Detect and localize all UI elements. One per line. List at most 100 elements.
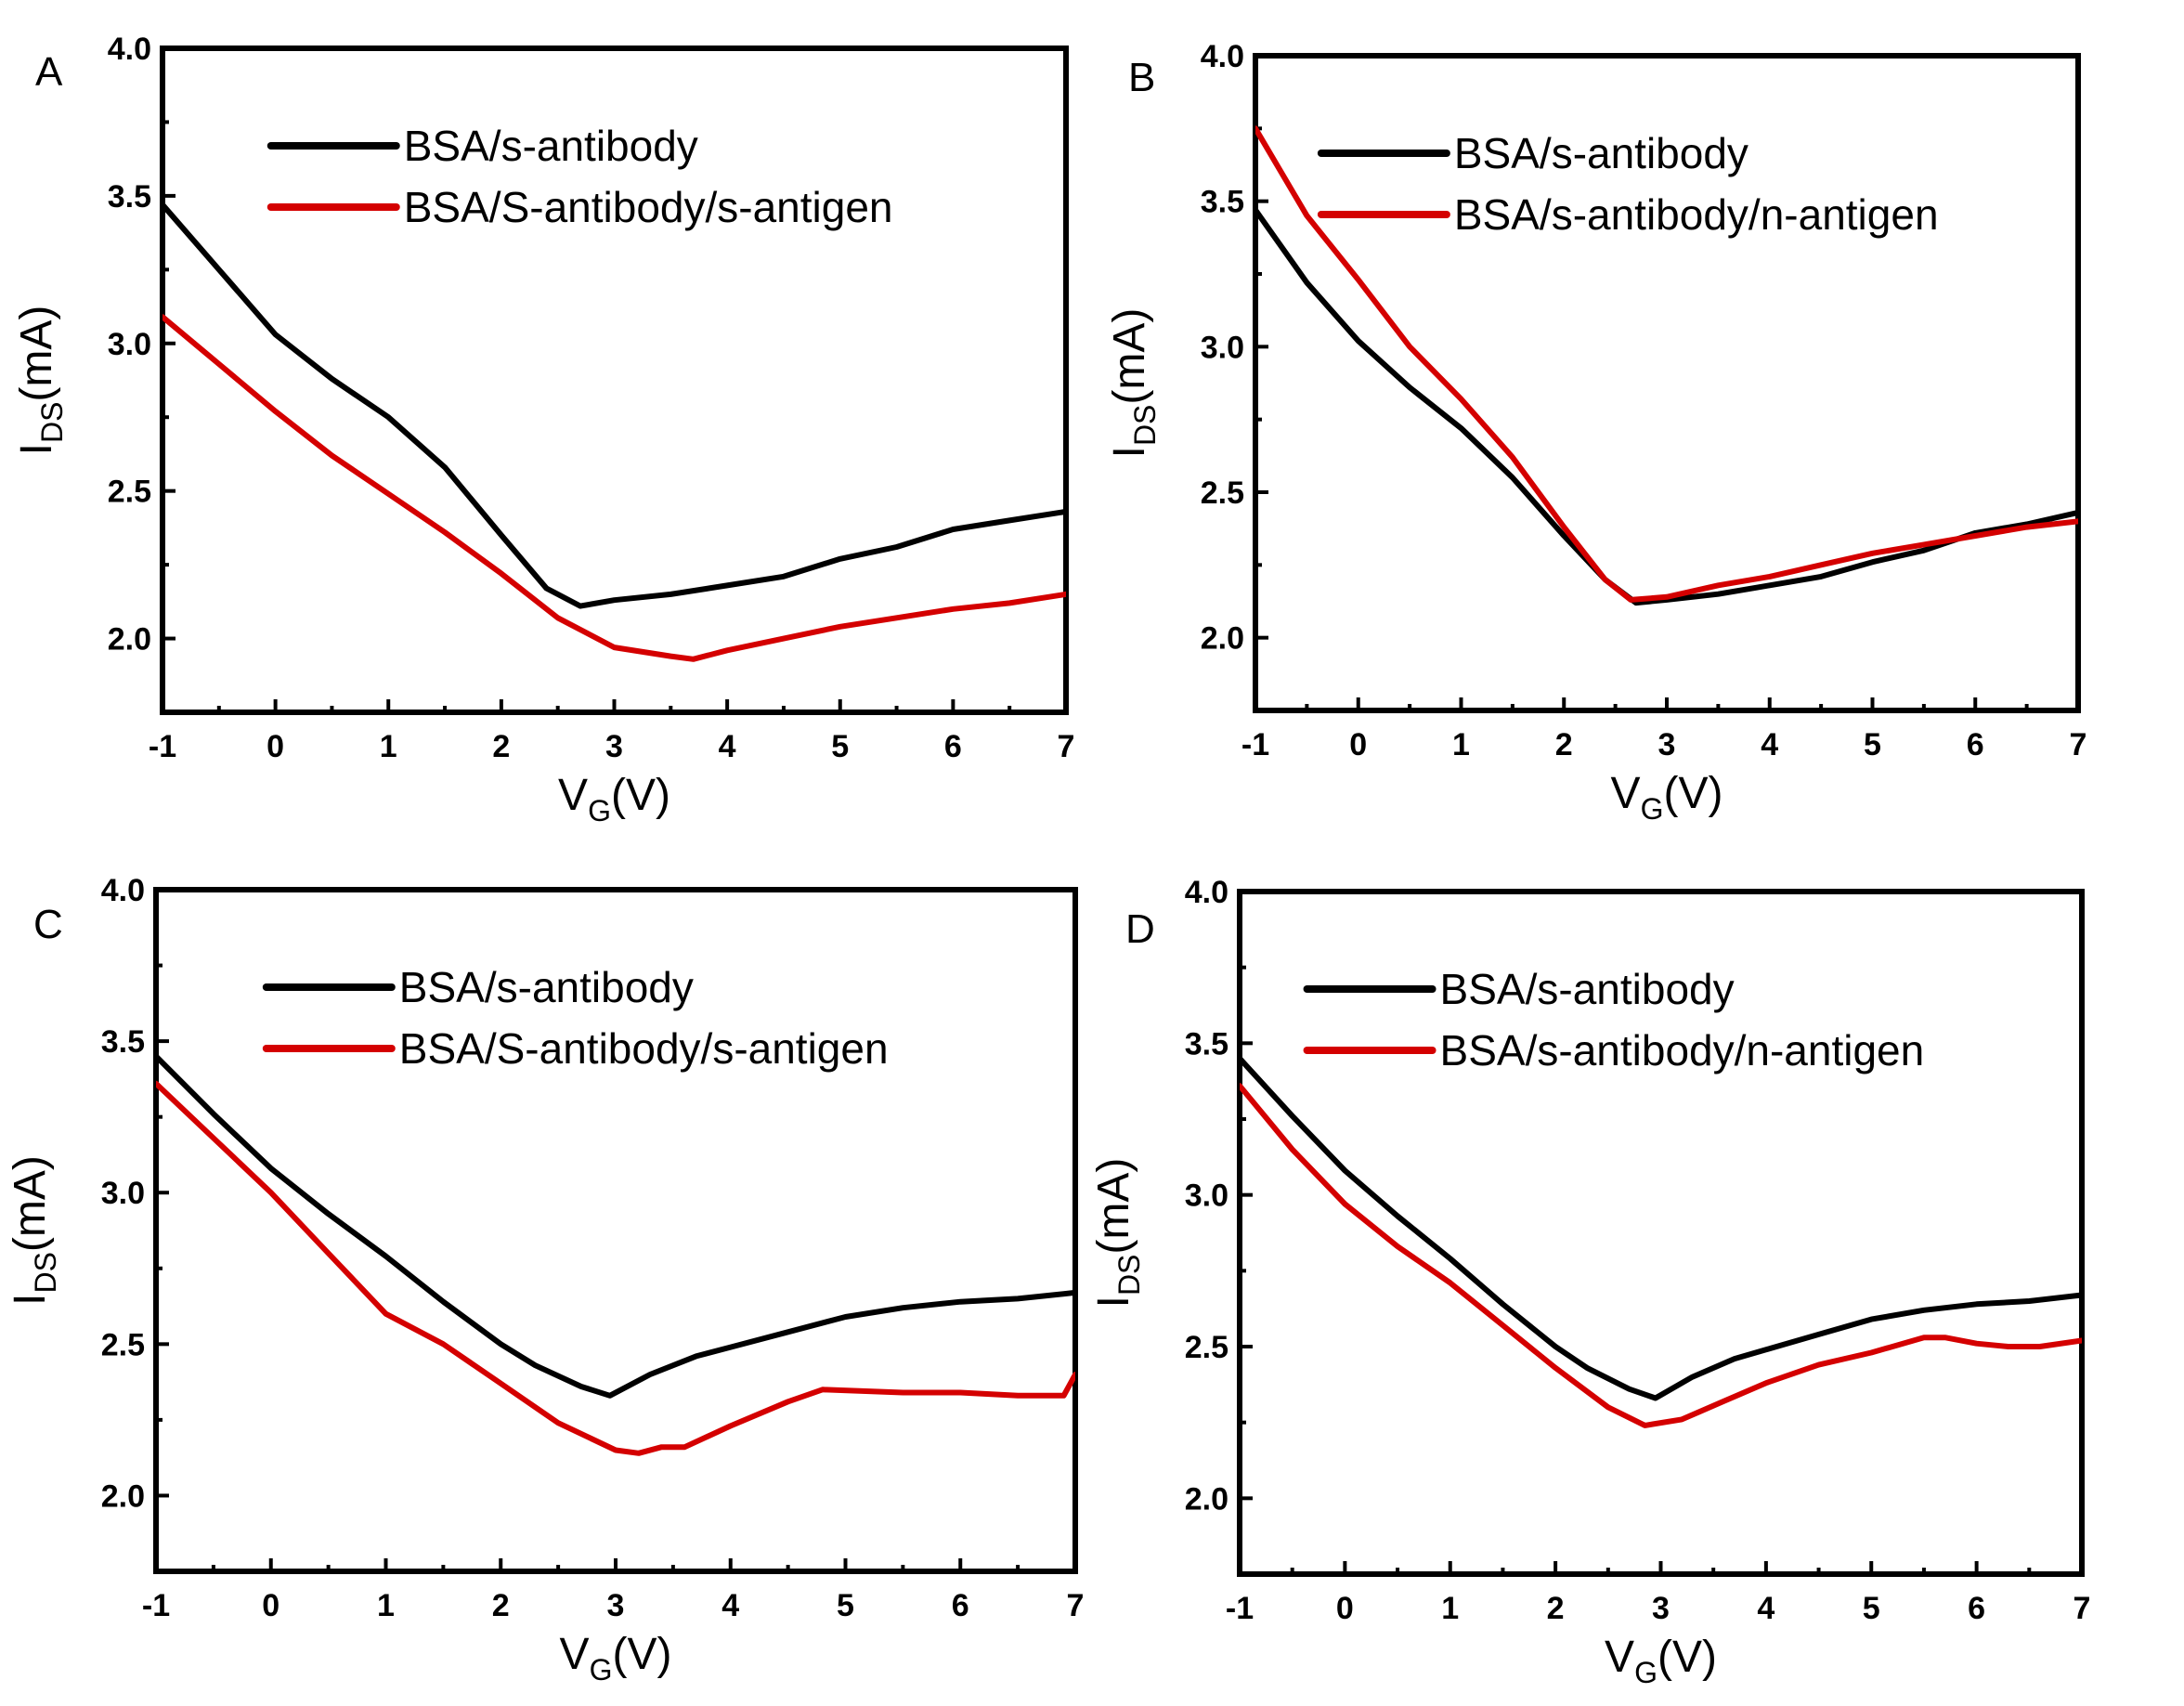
y-axis-title: IDS(mA): [1105, 308, 1162, 459]
x-axis-title-main: V: [558, 771, 588, 820]
series-line-black: [1240, 1055, 2082, 1401]
panels-container: A-1 0 1 2 3 4 5 6 72.02.53.03.54.0VG(V)IDS(mA)BS…: [6, 32, 2090, 1689]
x-tick-label: 2: [1555, 727, 1573, 762]
y-tick-label: 4.0: [101, 873, 145, 908]
legend-label: BSA/S-antibody/s-antigen: [404, 183, 893, 231]
x-axis-title-unit: (V): [611, 771, 670, 820]
x-tick-label: 1: [377, 1588, 395, 1623]
legend-label: BSA/s-antibody: [399, 963, 694, 1011]
y-tick-label: 2.0: [101, 1478, 145, 1514]
x-tick-label: 1: [1441, 1591, 1459, 1626]
x-axis-title-subscript: G: [588, 794, 611, 827]
x-tick-label: 3: [1652, 1591, 1670, 1626]
x-tick-label: 0: [266, 729, 284, 764]
x-tick-label: -1: [149, 729, 176, 764]
legend-label: BSA/s-antibody: [1454, 129, 1748, 177]
y-axis-title-main: I: [1089, 1296, 1138, 1308]
x-tick-label: 5: [831, 729, 849, 764]
series-line-red: [162, 314, 1066, 662]
x-tick-label: 5: [1864, 727, 1881, 762]
y-axis-title-unit: (mA): [12, 306, 61, 402]
x-tick-label: 7: [2074, 1591, 2091, 1626]
y-tick-label: 2.5: [1185, 1330, 1228, 1365]
x-tick-label: 6: [1967, 727, 1984, 762]
x-tick-label: 1: [1452, 727, 1470, 762]
series-line-red: [1240, 1083, 2082, 1428]
x-tick-label: 2: [1547, 1591, 1565, 1626]
legend-item: BSA/s-antibody/n-antigen: [1317, 190, 1939, 239]
y-tick-label: 3.5: [108, 179, 151, 215]
x-tick-label: 3: [605, 729, 623, 764]
panel-a: A -1 0 1 2 3 4 5 6 7 2.0 2.5 3.0 3.5 4.0 VG(V) IDS(mA) BS…: [12, 32, 1074, 827]
x-axis-title: VG(V): [1605, 1633, 1717, 1689]
legend-item: BSA/s-antibody: [1303, 965, 1735, 1013]
y-axis-title-unit: (mA): [1105, 308, 1154, 405]
x-tick-label: 4: [1761, 727, 1778, 762]
x-tick-label: 3: [607, 1588, 625, 1623]
x-axis-title-main: V: [560, 1630, 590, 1679]
y-axis-title: IDS(mA): [12, 306, 69, 456]
y-tick-label: 3.5: [101, 1024, 145, 1060]
legend-item: BSA/s-antibody: [262, 963, 694, 1011]
legend-item: BSA/S-antibody/s-antigen: [266, 183, 893, 231]
series-group: [156, 1053, 1075, 1456]
x-axis-title: VG(V): [558, 771, 670, 827]
series-group: [1255, 125, 2078, 606]
panel-b: B -1 0 1 2 3 4 5 6 7 2.0 2.5 3.0 3.5 4.0 VG(V) IDS(mA) BS…: [1105, 39, 2086, 826]
panel-letter: B: [1128, 55, 1155, 100]
y-tick-label: 2.5: [101, 1327, 145, 1362]
x-axis-title: VG(V): [1611, 769, 1723, 826]
legend-item: BSA/S-antibody/s-antigen: [262, 1024, 889, 1073]
series-group: [162, 202, 1066, 662]
series-line-black: [162, 202, 1066, 609]
x-tick-label: 7: [2070, 727, 2087, 762]
x-tick-label: 6: [952, 1588, 969, 1623]
x-axis-title-main: V: [1611, 769, 1641, 818]
y-axis-title-unit: (mA): [1089, 1158, 1138, 1255]
y-axis-title: IDS(mA): [6, 1155, 62, 1306]
x-tick-label: 6: [1968, 1591, 1985, 1626]
y-tick-label: 2.0: [108, 622, 151, 658]
panel-letter: C: [33, 902, 63, 947]
x-tick-label: 0: [262, 1588, 280, 1623]
y-tick-label: 4.0: [1201, 39, 1244, 74]
series-line-red: [1255, 125, 2078, 603]
y-tick-label: 3.0: [101, 1176, 145, 1211]
y-axis-title-unit: (mA): [6, 1155, 55, 1252]
x-tick-label: 7: [1058, 729, 1075, 764]
y-tick-label: 3.5: [1185, 1026, 1228, 1061]
y-axis-title-subscript: DS: [29, 1252, 62, 1293]
x-tick-label: 7: [1067, 1588, 1085, 1623]
x-axis-title-unit: (V): [612, 1630, 671, 1679]
x-tick-label: 2: [492, 1588, 510, 1623]
x-tick-label: 4: [719, 729, 736, 764]
x-tick-label: 5: [837, 1588, 854, 1623]
panel-c: C -1 0 1 2 3 4 5 6 7 2.0 2.5 3.0 3.5 4.0 VG(V) IDS(mA) BS…: [6, 873, 1084, 1686]
x-tick-label: 0: [1336, 1591, 1354, 1626]
y-axis-title-subscript: DS: [1128, 405, 1162, 446]
x-tick-label: 5: [1863, 1591, 1880, 1626]
x-tick-label: -1: [1242, 727, 1269, 762]
legend-label: BSA/s-antibody/n-antigen: [1440, 1026, 1925, 1074]
x-axis-title-unit: (V): [1663, 769, 1722, 818]
panel-d: D -1 0 1 2 3 4 5 6 7 2.0 2.5 3.0 3.5 4.0 VG(V) IDS(mA) BS…: [1089, 875, 2090, 1689]
y-tick-label: 4.0: [108, 32, 151, 67]
series-line-red: [156, 1080, 1075, 1456]
x-tick-label: -1: [142, 1588, 170, 1623]
legend-item: BSA/s-antibody: [266, 122, 698, 170]
y-tick-label: 4.0: [1185, 875, 1228, 910]
y-axis-title: IDS(mA): [1089, 1158, 1146, 1309]
y-tick-label: 3.0: [108, 327, 151, 362]
y-axis-title-subscript: DS: [1112, 1255, 1146, 1296]
x-tick-label: 1: [380, 729, 397, 764]
legend-item: BSA/s-antibody: [1317, 129, 1748, 177]
y-tick-label: 2.0: [1201, 621, 1244, 657]
y-tick-label: 2.5: [108, 475, 151, 510]
x-tick-label: -1: [1226, 1591, 1254, 1626]
x-tick-label: 4: [722, 1588, 739, 1623]
x-axis-title-unit: (V): [1658, 1633, 1717, 1682]
legend-label: BSA/s-antibody: [1440, 965, 1735, 1013]
x-axis-title-subscript: G: [590, 1653, 613, 1686]
